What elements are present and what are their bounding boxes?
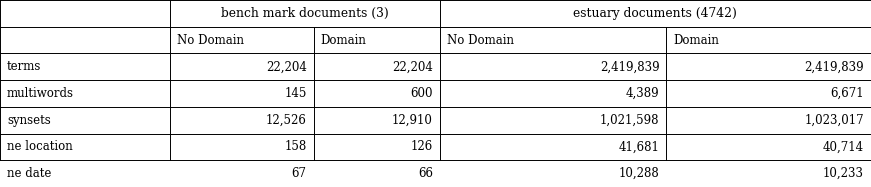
Text: ne date: ne date (7, 167, 51, 180)
Text: 2,419,839: 2,419,839 (600, 60, 659, 73)
Text: ne location: ne location (7, 140, 72, 153)
Text: 145: 145 (284, 87, 307, 100)
Text: 41,681: 41,681 (618, 140, 659, 153)
Text: 126: 126 (410, 140, 433, 153)
Text: 2,419,839: 2,419,839 (805, 60, 864, 73)
Text: 12,526: 12,526 (266, 114, 307, 127)
Text: 12,910: 12,910 (392, 114, 433, 127)
Text: Domain: Domain (673, 34, 719, 47)
Text: Domain: Domain (321, 34, 367, 47)
Text: 22,204: 22,204 (266, 60, 307, 73)
Text: No Domain: No Domain (177, 34, 244, 47)
Text: 1,023,017: 1,023,017 (805, 114, 864, 127)
Text: No Domain: No Domain (447, 34, 514, 47)
Text: 6,671: 6,671 (830, 87, 864, 100)
Text: 10,233: 10,233 (823, 167, 864, 180)
Text: multiwords: multiwords (7, 87, 74, 100)
Text: 40,714: 40,714 (823, 140, 864, 153)
Text: 22,204: 22,204 (392, 60, 433, 73)
Text: 4,389: 4,389 (625, 87, 659, 100)
Text: 1,021,598: 1,021,598 (600, 114, 659, 127)
Text: 10,288: 10,288 (618, 167, 659, 180)
Text: 66: 66 (418, 167, 433, 180)
Text: terms: terms (7, 60, 41, 73)
Text: estuary documents (4742): estuary documents (4742) (573, 7, 738, 20)
Text: 158: 158 (284, 140, 307, 153)
Text: 600: 600 (410, 87, 433, 100)
Text: 67: 67 (292, 167, 307, 180)
Text: bench mark documents (3): bench mark documents (3) (221, 7, 388, 20)
Text: synsets: synsets (7, 114, 51, 127)
